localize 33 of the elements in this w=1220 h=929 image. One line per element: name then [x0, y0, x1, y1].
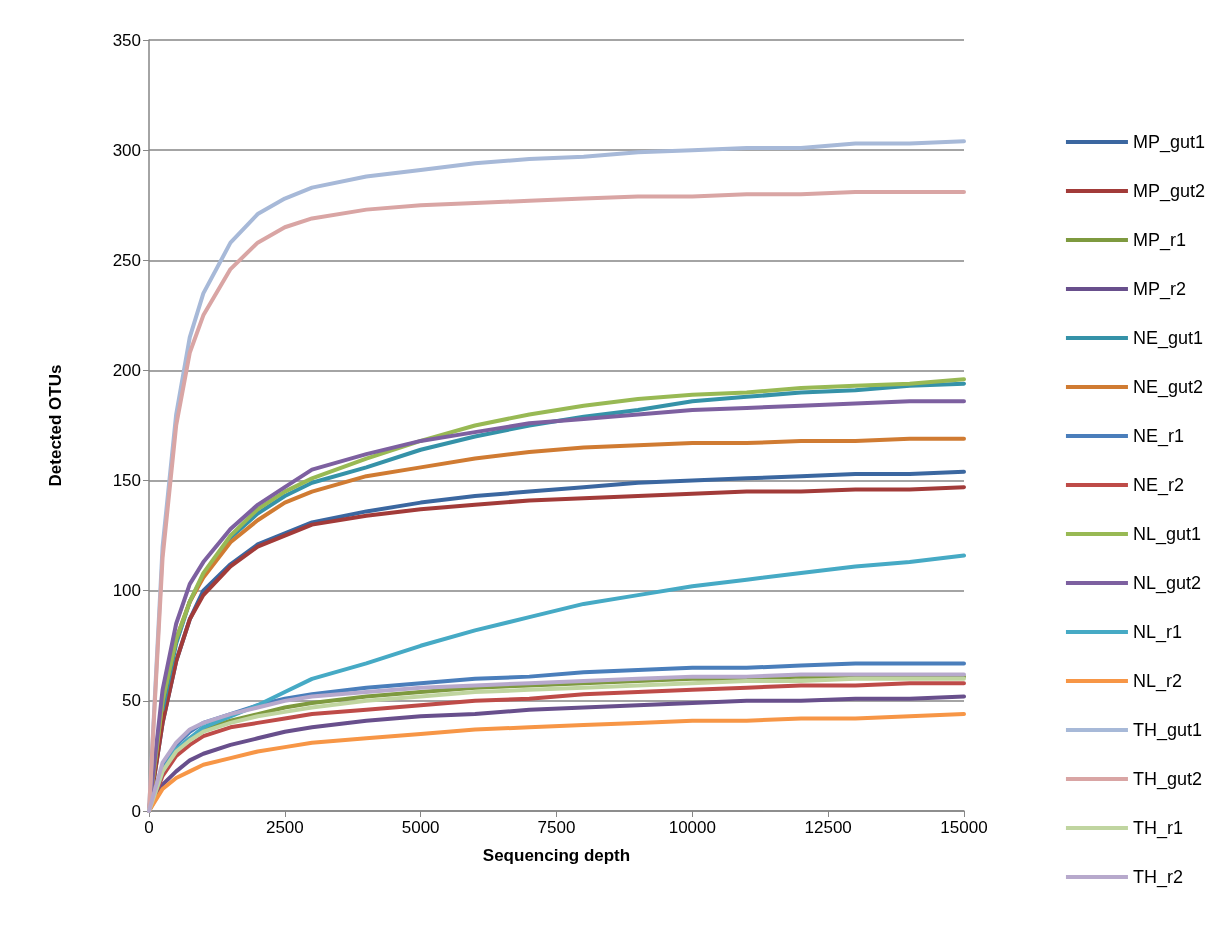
y-tick-label: 150	[112, 471, 141, 491]
legend-label: MP_r2	[1132, 279, 1186, 300]
x-tick-label: 0	[144, 818, 154, 837]
x-tick-label: 10000	[668, 818, 716, 837]
legend-label: TH_gut2	[1132, 769, 1202, 790]
legend-label: MP_gut1	[1132, 132, 1205, 153]
legend-label: NE_r1	[1132, 426, 1184, 447]
legend-label: TH_gut1	[1132, 720, 1202, 741]
legend-label: NL_r1	[1132, 622, 1182, 643]
legend-label: NE_gut1	[1132, 328, 1204, 349]
legend-label: TH_r1	[1132, 818, 1183, 839]
y-tick-label: 250	[112, 250, 141, 270]
legend-label: TH_r2	[1132, 867, 1183, 888]
x-tick-label: 2500	[265, 818, 304, 837]
y-tick-label: 200	[112, 360, 141, 380]
y-tick-label: 100	[112, 581, 141, 601]
x-tick-label: 7500	[537, 818, 576, 837]
y-tick-label: 50	[122, 691, 141, 711]
legend-label: NE_gut2	[1132, 377, 1204, 398]
y-tick-label: 350	[112, 30, 141, 50]
y-tick-label: 0	[131, 801, 141, 821]
legend-label: NL_r2	[1132, 671, 1182, 692]
legend-label: NL_gut1	[1132, 524, 1202, 545]
legend-label: MP_r1	[1132, 230, 1186, 251]
y-axis-title: Detected OTUs	[46, 364, 65, 487]
y-tick-label: 300	[112, 140, 141, 160]
x-tick-label: 5000	[401, 818, 440, 837]
legend-label: NL_gut2	[1132, 573, 1202, 594]
x-tick-label: 12500	[804, 818, 852, 837]
x-axis-title: Sequencing depth	[482, 846, 631, 865]
x-tick-label: 15000	[940, 818, 988, 837]
legend-label: NE_r2	[1132, 475, 1184, 496]
legend-label: MP_gut2	[1132, 181, 1205, 202]
